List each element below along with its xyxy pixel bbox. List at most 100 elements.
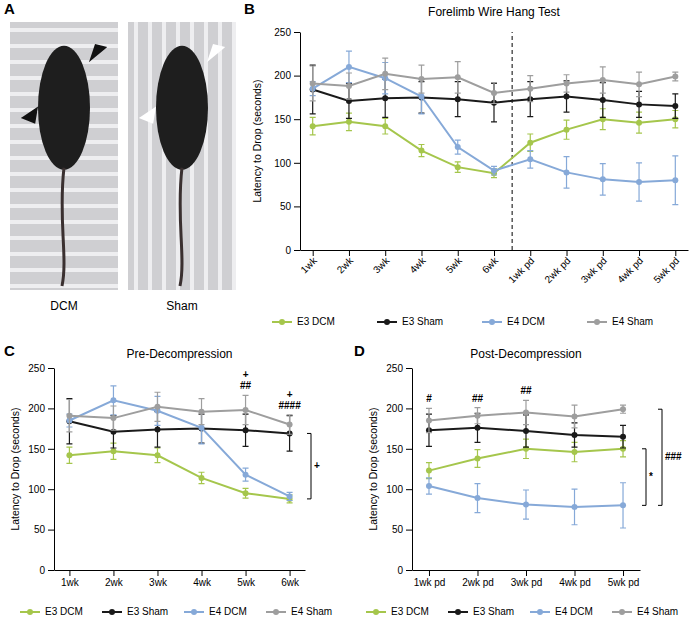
legend-marker bbox=[455, 609, 461, 615]
x-tick-label: 4wk bbox=[193, 577, 212, 588]
y-tick: 50 bbox=[34, 524, 54, 535]
annotations: ##### bbox=[426, 385, 532, 404]
y-tick: 250 bbox=[386, 363, 412, 374]
error-bar bbox=[382, 58, 388, 89]
photo-label: DCM bbox=[50, 299, 77, 313]
legend-item: E3 Sham bbox=[448, 606, 514, 617]
y-tick-mark bbox=[406, 449, 412, 450]
x-tick: 2wk pd bbox=[462, 570, 494, 588]
chart-title: Post-Decompression bbox=[470, 347, 581, 361]
bracket-label: ### bbox=[665, 451, 682, 462]
point bbox=[346, 64, 352, 70]
x-tick: 2wk bbox=[335, 250, 356, 275]
x-tick: 4wk bbox=[407, 250, 428, 275]
y-tick-label: 150 bbox=[274, 114, 291, 125]
x-tick-label: 2wk bbox=[335, 254, 356, 275]
point bbox=[199, 475, 205, 481]
legend-label: E4 DCM bbox=[555, 606, 593, 617]
error-bar bbox=[600, 164, 606, 195]
arrow bbox=[24, 46, 104, 122]
error-bar bbox=[199, 472, 205, 483]
point bbox=[527, 156, 533, 162]
y-tick: 100 bbox=[28, 484, 54, 495]
x-tick-mark bbox=[69, 570, 70, 576]
series-line bbox=[429, 428, 623, 437]
legend-item: E4 DCM bbox=[530, 606, 593, 617]
error-bar bbox=[310, 117, 316, 134]
error-bar bbox=[672, 94, 678, 118]
legend-item: E3 DCM bbox=[20, 606, 83, 617]
y-tick: 200 bbox=[28, 403, 54, 414]
legend-item: E3 DCM bbox=[272, 316, 335, 327]
y-tick-label: 0 bbox=[285, 245, 291, 256]
y-tick: 150 bbox=[386, 444, 412, 455]
error-bar bbox=[346, 73, 352, 99]
annotation: ## bbox=[472, 393, 484, 404]
point bbox=[418, 76, 424, 82]
point bbox=[523, 428, 529, 434]
x-tick: 4wk pd bbox=[615, 250, 645, 285]
y-tick: 50 bbox=[392, 524, 412, 535]
y-tick-label: 200 bbox=[274, 70, 291, 81]
y-tick-mark bbox=[294, 206, 300, 207]
series-line bbox=[429, 486, 623, 507]
y-tick: 200 bbox=[386, 403, 412, 414]
x-axis: 1wk2wk3wk4wk5wk6wk1wk pd2wk pd3wk pd4wk … bbox=[298, 250, 688, 285]
x-tick: 4wk pd bbox=[559, 570, 591, 588]
error-bar bbox=[66, 447, 72, 463]
cage-bar bbox=[218, 22, 222, 290]
y-tick: 100 bbox=[274, 158, 300, 169]
series-line bbox=[69, 400, 289, 496]
error-bar bbox=[426, 408, 432, 432]
y-tick-mark bbox=[48, 530, 54, 531]
y-tick-label: 100 bbox=[274, 158, 291, 169]
error-bar bbox=[310, 65, 316, 114]
error-bar bbox=[243, 488, 249, 498]
y-axis-title: Latency to Drop (seconds) bbox=[367, 407, 379, 530]
y-tick: 200 bbox=[274, 70, 300, 81]
legend: E3 DCME3 ShamE4 DCME4 Sham bbox=[20, 606, 332, 617]
point bbox=[382, 95, 388, 101]
cage-bar bbox=[232, 22, 236, 290]
point bbox=[636, 179, 642, 185]
panel-B: BForelimb Wire Hang TestLatency to Drop … bbox=[244, 0, 689, 327]
error-bar bbox=[564, 120, 570, 139]
x-tick-label: 3wk pd bbox=[579, 255, 609, 285]
cage-bar bbox=[204, 22, 208, 290]
legend-marker bbox=[27, 609, 33, 615]
y-tick-mark bbox=[294, 76, 300, 77]
x-tick-label: 5wk bbox=[444, 254, 465, 275]
point bbox=[474, 425, 480, 431]
y-tick-mark bbox=[294, 119, 300, 120]
y-tick-mark bbox=[406, 408, 412, 409]
legend-label: E3 DCM bbox=[297, 316, 335, 327]
series-line bbox=[69, 421, 289, 433]
error-bar bbox=[474, 450, 480, 468]
x-tick: 5wk bbox=[237, 570, 256, 588]
error-bar bbox=[672, 156, 678, 205]
point bbox=[620, 406, 626, 412]
point bbox=[199, 409, 205, 415]
legend-marker bbox=[594, 319, 600, 325]
point bbox=[564, 94, 570, 100]
x-tick-label: 5wk bbox=[237, 577, 256, 588]
series bbox=[426, 478, 626, 528]
x-tick-mark bbox=[385, 250, 386, 256]
point bbox=[474, 495, 480, 501]
panel-letter: A bbox=[4, 0, 15, 17]
annotation: #### bbox=[278, 400, 301, 411]
error-bars bbox=[310, 58, 679, 103]
error-bar bbox=[523, 490, 529, 519]
point bbox=[600, 97, 606, 103]
legend-marker bbox=[537, 609, 543, 615]
point bbox=[243, 472, 249, 478]
error-bar bbox=[491, 166, 497, 175]
y-axis: 050100150200250 bbox=[386, 363, 412, 576]
error-bar bbox=[66, 400, 72, 432]
y-tick-label: 250 bbox=[386, 363, 403, 374]
x-tick: 3wk bbox=[371, 250, 392, 275]
point bbox=[426, 418, 432, 424]
error-bar bbox=[382, 118, 388, 134]
error-bar bbox=[527, 151, 533, 168]
legend-label: E3 Sham bbox=[473, 606, 514, 617]
